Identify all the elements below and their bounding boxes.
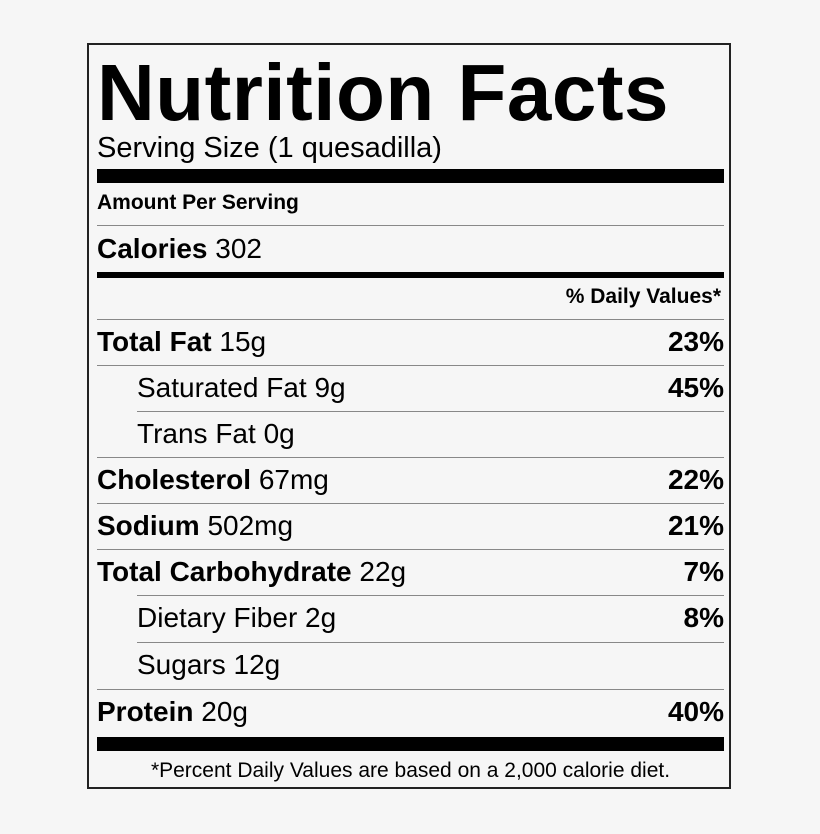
nutrient-percent: 40%	[667, 696, 724, 727]
thick-divider	[97, 169, 724, 183]
nutrient-percent: 7%	[683, 556, 724, 587]
nutrient-percent: 45%	[667, 372, 724, 403]
nutrient-name: Protein	[97, 696, 194, 727]
nutrient-amount: 9g	[314, 372, 346, 403]
nutrient-percent: 22%	[667, 464, 724, 495]
nutrient-row-total-carbohydrate: Total Carbohydrate 22g 7%	[97, 550, 724, 594]
nutrient-name: Sugars	[137, 649, 226, 680]
nutrient-row-sodium: Sodium 502mg 21%	[97, 504, 724, 548]
nutrient-name: Total Fat	[97, 326, 212, 357]
divider	[137, 642, 724, 643]
nutrient-row-sugars: Sugars 12g	[97, 643, 724, 687]
divider	[97, 549, 724, 550]
nutrient-name: Saturated Fat	[137, 372, 307, 403]
divider	[97, 225, 724, 226]
divider	[97, 503, 724, 504]
nutrient-name: Sodium	[97, 510, 200, 541]
nutrient-row-dietary-fiber: Dietary Fiber 2g 8%	[97, 596, 724, 640]
divider	[97, 365, 724, 366]
footnote: *Percent Daily Values are based on a 2,0…	[150, 759, 671, 782]
nutrition-facts-label: Nutrition Facts Serving Size (1 quesadil…	[87, 43, 731, 789]
divider	[137, 411, 724, 412]
nutrient-name: Dietary Fiber	[137, 602, 298, 633]
nutrient-row-trans-fat: Trans Fat 0g	[97, 412, 724, 456]
nutrient-percent: 21%	[667, 510, 724, 541]
nutrient-row-saturated-fat: Saturated Fat 9g 45%	[97, 366, 724, 410]
calories-row: Calories 302	[97, 227, 724, 271]
medium-divider	[97, 272, 724, 278]
nutrient-name: Total Carbohydrate	[97, 556, 352, 587]
nutrient-percent: 23%	[667, 326, 724, 357]
nutrient-row-protein: Protein 20g 40%	[97, 690, 724, 734]
nutrient-amount: 67mg	[258, 464, 329, 495]
nutrient-name: Cholesterol	[97, 464, 252, 495]
serving-size: Serving Size (1 quesadilla)	[97, 132, 442, 164]
nutrient-row-total-fat: Total Fat 15g 23%	[97, 320, 724, 364]
calories-value: 302	[215, 233, 262, 264]
divider	[97, 319, 724, 320]
nutrient-amount: 0g	[263, 418, 295, 449]
daily-values-header: % Daily Values*	[565, 285, 721, 308]
nutrient-amount: 12g	[233, 649, 281, 680]
amount-per-serving: Amount Per Serving	[97, 191, 299, 214]
nutrient-row-cholesterol: Cholesterol 67mg 22%	[97, 458, 724, 502]
calories-label: Calories	[97, 233, 208, 264]
nutrient-amount: 15g	[219, 326, 267, 357]
nutrient-amount: 20g	[201, 696, 248, 727]
label-title: Nutrition Facts	[97, 48, 669, 137]
nutrient-name: Trans Fat	[137, 418, 256, 449]
divider	[97, 689, 724, 690]
thick-divider	[97, 737, 724, 751]
nutrient-amount: 22g	[359, 556, 407, 587]
divider	[137, 595, 724, 596]
nutrient-amount: 2g	[305, 602, 337, 633]
nutrient-percent: 8%	[683, 602, 724, 633]
nutrient-amount: 502mg	[207, 510, 294, 541]
divider	[97, 457, 724, 458]
